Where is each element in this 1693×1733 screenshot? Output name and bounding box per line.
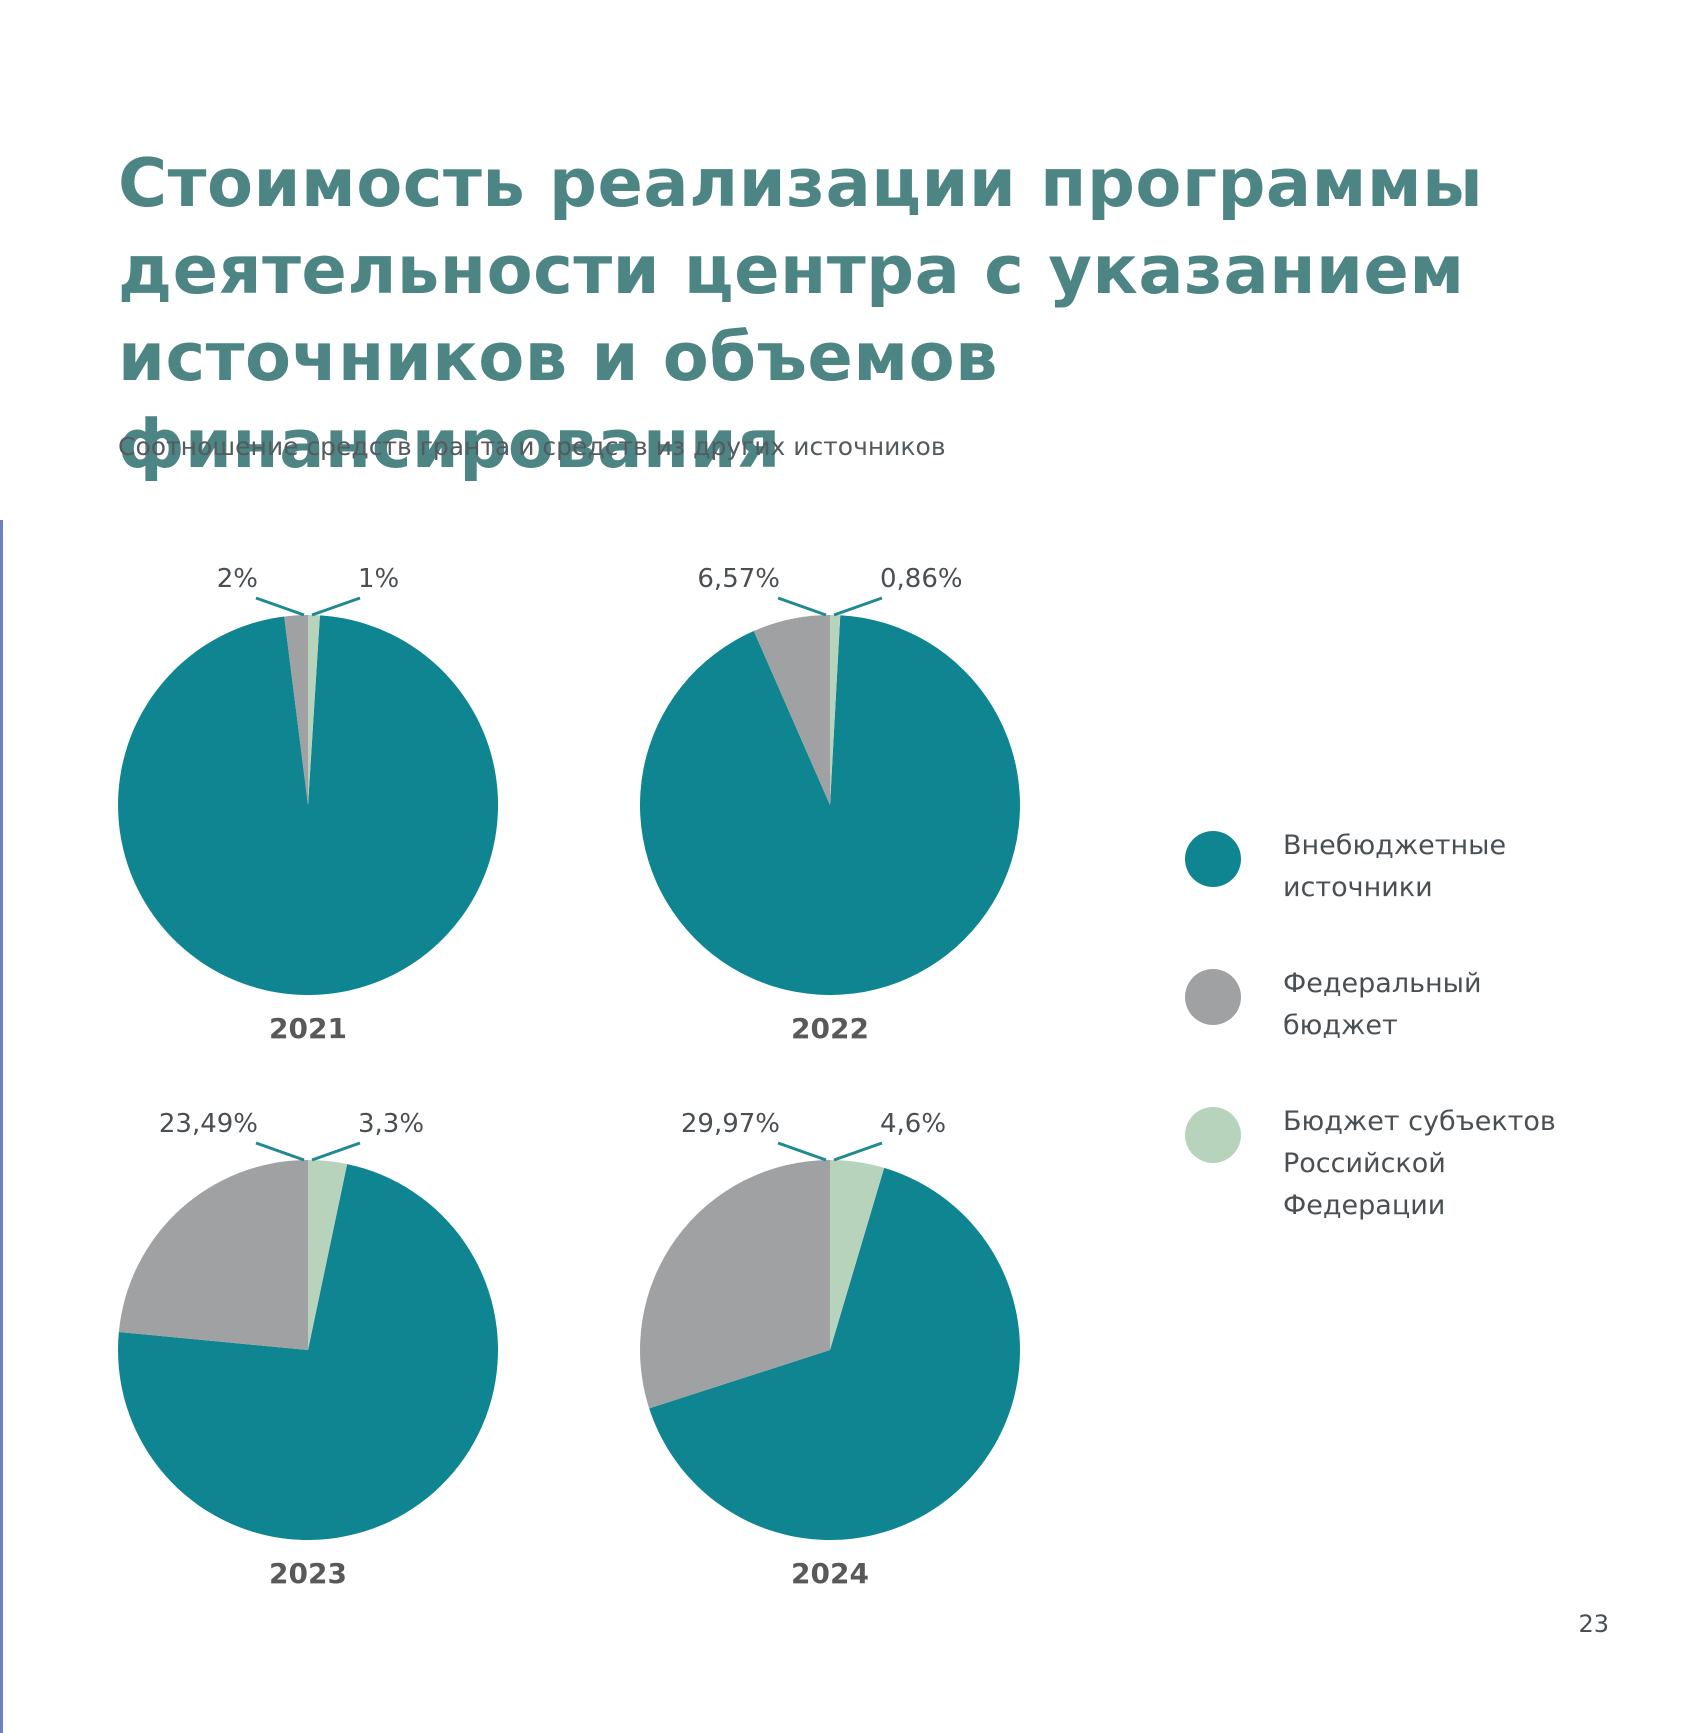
value-label-federal-2023: 23,49%	[159, 1109, 258, 1139]
leader-line-federal-2023	[255, 1141, 305, 1162]
leader-line-regional-2023	[311, 1141, 361, 1162]
page-title: Стоимость реализации программы деятельно…	[118, 144, 1484, 483]
chart-legend: Внебюджетные источники Федеральный бюдже…	[1185, 825, 1605, 1251]
value-label-regional-2021: 1%	[358, 564, 399, 594]
value-label-federal-2022: 6,57%	[697, 564, 780, 594]
slice-regional-2024	[830, 1160, 885, 1350]
slice-federal-2024	[640, 1160, 830, 1409]
slice-federal-2021	[284, 615, 308, 805]
year-label-2023: 2023	[269, 1557, 347, 1590]
legend-label: Бюджет субъектов Российской Федерации	[1283, 1106, 1556, 1221]
slice-federal-2023	[118, 1160, 308, 1350]
year-label-2022: 2022	[791, 1012, 869, 1045]
slice-extrabudgetary-2023	[117, 1164, 498, 1541]
leader-line-federal-2024	[777, 1141, 827, 1162]
slice-regional-2021	[308, 614, 320, 805]
leader-line-regional-2021	[311, 596, 361, 617]
legend-item-extrabudgetary: Внебюджетные источники	[1185, 825, 1605, 963]
slice-regional-2022	[830, 615, 841, 805]
slice-extrabudgetary-2022	[639, 615, 1020, 996]
page-number: 23	[1578, 1610, 1609, 1638]
legend-label: Внебюджетные источники	[1283, 830, 1507, 903]
slice-regional-2023	[308, 1160, 348, 1350]
pie-chart-2021: 2% 1% 2021	[118, 564, 499, 1045]
value-label-regional-2024: 4,6%	[880, 1109, 946, 1139]
year-label-2021: 2021	[269, 1012, 347, 1045]
slice-extrabudgetary-2021	[118, 615, 499, 995]
pie-chart-2024: 29,97% 4,6% 2024	[640, 1109, 1021, 1590]
legend-swatch	[1185, 1107, 1241, 1163]
value-label-federal-2021: 2%	[217, 564, 258, 594]
slice-federal-2022	[753, 615, 830, 805]
pie-chart-2023: 23,49% 3,3% 2023	[117, 1109, 498, 1590]
legend-item-regional: Бюджет субъектов Российской Федерации	[1185, 1101, 1605, 1251]
leader-line-federal-2021	[255, 596, 305, 617]
leader-line-regional-2024	[833, 1141, 883, 1162]
value-label-regional-2022: 0,86%	[880, 564, 963, 594]
legend-swatch	[1185, 831, 1241, 887]
leader-line-regional-2022	[833, 596, 883, 617]
page-edge-rule	[0, 520, 3, 1733]
slice-extrabudgetary-2024	[649, 1167, 1021, 1541]
legend-swatch	[1185, 969, 1241, 1025]
year-label-2024: 2024	[791, 1557, 869, 1590]
leader-line-federal-2022	[777, 596, 827, 617]
page-subtitle: Соотношение средств гранта и средств из …	[118, 432, 946, 461]
value-label-regional-2023: 3,3%	[358, 1109, 424, 1139]
legend-label: Федеральный бюджет	[1283, 968, 1482, 1041]
value-label-federal-2024: 29,97%	[681, 1109, 780, 1139]
legend-item-federal: Федеральный бюджет	[1185, 963, 1605, 1101]
pie-chart-2022: 6,57% 0,86% 2022	[639, 564, 1020, 1045]
